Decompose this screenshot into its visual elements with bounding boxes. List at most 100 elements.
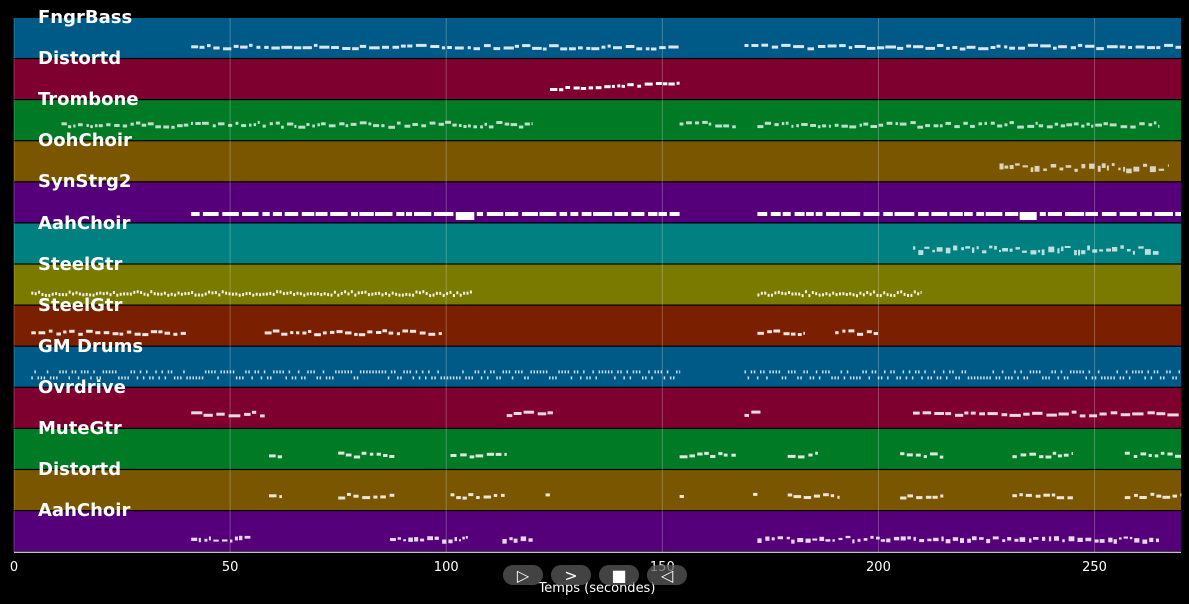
stop-button[interactable]: ■ — [599, 565, 639, 585]
note — [697, 452, 703, 456]
note — [918, 212, 929, 216]
note — [310, 370, 312, 374]
note — [1141, 370, 1143, 374]
note — [940, 494, 944, 498]
note — [970, 124, 975, 128]
note — [1045, 376, 1047, 380]
note — [621, 84, 625, 88]
note — [828, 124, 831, 128]
note — [313, 370, 315, 374]
note — [686, 121, 692, 125]
note — [910, 121, 916, 125]
note — [143, 292, 146, 296]
note — [319, 376, 322, 380]
note — [78, 292, 81, 296]
note — [330, 293, 333, 297]
note — [257, 370, 260, 374]
note — [1042, 536, 1046, 541]
track-row — [14, 470, 1181, 510]
note — [344, 290, 347, 294]
note — [1004, 165, 1009, 169]
note — [316, 292, 319, 296]
note — [425, 376, 427, 380]
note — [198, 537, 201, 543]
note — [1150, 376, 1153, 380]
back-button[interactable]: ◁ — [647, 565, 687, 585]
note — [1009, 46, 1015, 50]
track-row — [14, 59, 1181, 99]
note — [378, 291, 381, 295]
note — [924, 246, 930, 249]
track-row — [14, 387, 1181, 428]
note — [966, 45, 976, 49]
note — [361, 451, 367, 455]
note — [564, 370, 566, 374]
note — [429, 121, 436, 125]
note — [90, 125, 93, 129]
note — [794, 370, 796, 374]
note — [1149, 537, 1154, 543]
note — [632, 370, 635, 374]
note — [834, 123, 839, 127]
note — [791, 539, 795, 544]
note — [352, 47, 359, 51]
note — [191, 212, 200, 216]
note — [793, 45, 804, 49]
note — [77, 376, 80, 380]
note — [418, 376, 421, 380]
note — [598, 370, 601, 374]
note — [228, 123, 233, 127]
note — [225, 291, 228, 295]
note — [978, 122, 982, 126]
note — [431, 376, 433, 380]
note — [373, 495, 378, 499]
note — [1073, 122, 1079, 126]
note — [629, 376, 632, 380]
note — [347, 492, 351, 496]
note — [631, 212, 645, 216]
note — [964, 212, 973, 216]
note — [620, 370, 622, 374]
note — [1060, 370, 1063, 374]
note — [75, 291, 78, 295]
note — [395, 292, 398, 296]
note — [1018, 46, 1025, 50]
note — [1004, 45, 1008, 49]
note — [1133, 166, 1140, 172]
note — [381, 293, 384, 297]
note — [897, 46, 904, 50]
note — [1125, 370, 1128, 374]
note — [372, 370, 374, 374]
note — [327, 293, 330, 297]
note — [899, 122, 907, 126]
note — [1014, 538, 1019, 542]
play-button[interactable]: ▷ — [503, 565, 543, 585]
note — [389, 493, 395, 497]
note — [452, 123, 457, 127]
note — [883, 212, 893, 216]
track-row — [14, 305, 1181, 346]
note — [648, 370, 650, 374]
note — [803, 331, 805, 335]
note — [256, 45, 261, 49]
note — [1118, 537, 1122, 540]
note — [939, 376, 942, 380]
note — [244, 535, 251, 539]
note — [439, 291, 442, 295]
note — [866, 330, 872, 334]
note — [232, 370, 235, 374]
note — [1139, 122, 1145, 126]
note — [1086, 122, 1090, 126]
note — [954, 125, 960, 129]
next-button[interactable]: > — [551, 565, 591, 585]
note — [1099, 539, 1105, 543]
note — [732, 125, 736, 129]
note — [493, 370, 495, 374]
note — [387, 376, 390, 380]
note — [1089, 414, 1098, 418]
note — [447, 46, 452, 49]
note — [356, 376, 359, 380]
track-label: MuteGtr — [38, 418, 122, 439]
note — [1094, 376, 1097, 380]
note — [1152, 251, 1159, 255]
